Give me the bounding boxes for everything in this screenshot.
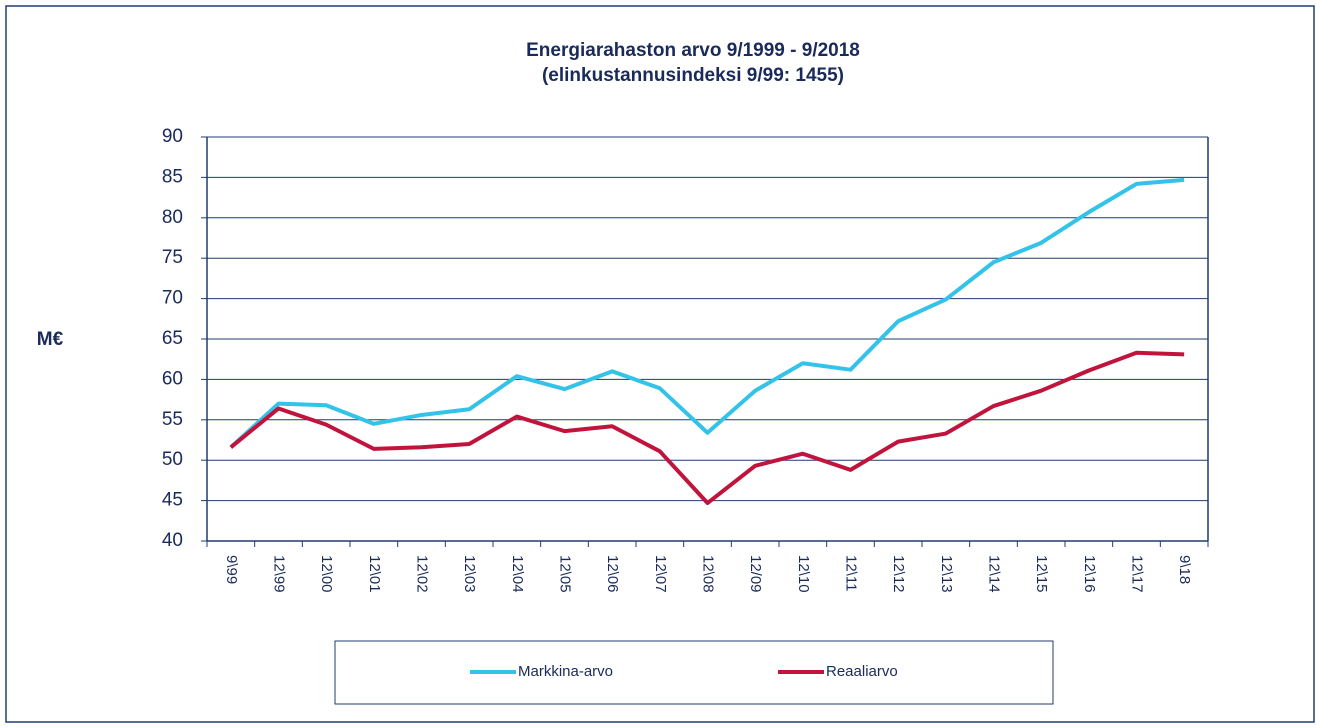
line-series <box>229 177 1185 449</box>
y-tick-label: 90 <box>162 126 183 147</box>
y-tick-label: 65 <box>162 328 183 349</box>
x-tick-label: 12\07 <box>652 555 669 593</box>
y-tick-label: 70 <box>162 288 183 309</box>
x-tick-label: 12\06 <box>604 555 621 593</box>
legend-box <box>334 640 1054 705</box>
x-tick-label: 12\14 <box>986 555 1003 593</box>
legend-label: Markkina-arvo <box>518 663 613 680</box>
x-tick-label: 12\12 <box>890 555 907 593</box>
y-tick-label: 55 <box>162 409 183 430</box>
line-series <box>229 350 1185 506</box>
x-tick-label: 9\18 <box>1176 555 1193 584</box>
x-tick-label: 12\04 <box>509 555 526 593</box>
x-tick-label: 12/09 <box>747 555 764 593</box>
y-tick-label: 85 <box>162 166 183 187</box>
x-tick-label: 12\13 <box>938 555 955 593</box>
x-tick-label: 12\02 <box>414 555 431 593</box>
y-tick-label: 80 <box>162 207 183 228</box>
y-tick-label: 60 <box>162 368 183 389</box>
legend-label: Reaaliarvo <box>826 663 898 680</box>
x-tick-label: 12\11 <box>843 555 860 591</box>
y-axis-label: M€ <box>37 329 64 350</box>
y-tick-label: 50 <box>162 449 183 470</box>
y-tick-label: 45 <box>162 490 183 511</box>
chart-title: Energiarahaston arvo 9/1999 - 9/2018 <box>526 40 860 61</box>
frame <box>5 5 1315 723</box>
y-tick-label: 75 <box>162 247 183 268</box>
x-tick-label: 12\08 <box>700 555 717 593</box>
x-tick-label: 12\05 <box>557 555 574 593</box>
x-tick-label: 12\16 <box>1081 555 1098 593</box>
x-tick-label: 9\99 <box>223 555 240 584</box>
x-tick-label: 12\01 <box>366 555 383 593</box>
chart-subtitle: (elinkustannusindeksi 9/99: 1455) <box>542 65 844 86</box>
x-tick-label: 12\17 <box>1129 555 1146 593</box>
y-tick-label: 40 <box>162 530 183 551</box>
x-tick-label: 12\10 <box>795 555 812 593</box>
x-tick-label: 12\15 <box>1033 555 1050 593</box>
x-tick-label: 12\99 <box>271 555 288 593</box>
x-tick-label: 12\03 <box>461 555 478 593</box>
x-tick-label: 12\00 <box>318 555 335 593</box>
